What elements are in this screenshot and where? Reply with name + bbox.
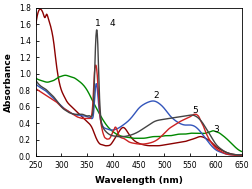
Text: 5: 5 (192, 106, 198, 115)
Text: 4: 4 (109, 19, 114, 28)
Y-axis label: Absorbance: Absorbance (4, 52, 13, 112)
Text: 3: 3 (213, 125, 219, 134)
Text: 2: 2 (152, 91, 158, 100)
Text: 1: 1 (94, 19, 100, 28)
X-axis label: Wavelength (nm): Wavelength (nm) (94, 176, 182, 185)
